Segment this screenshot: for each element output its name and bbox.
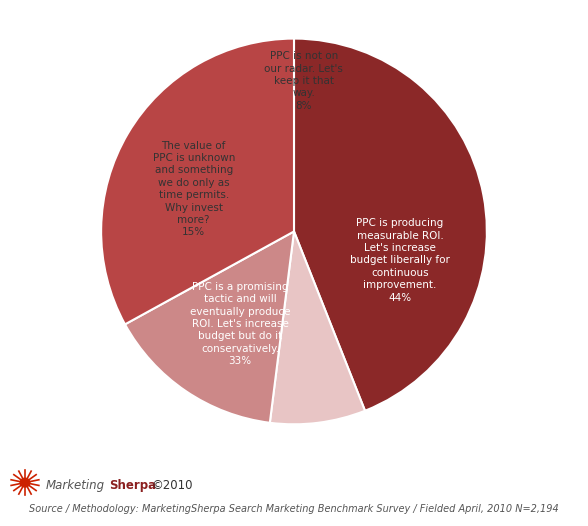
Circle shape (20, 478, 30, 487)
Wedge shape (270, 231, 365, 424)
Text: Source / Methodology: MarketingSherpa Search Marketing Benchmark Survey / Fielde: Source / Methodology: MarketingSherpa Se… (29, 504, 559, 514)
Wedge shape (101, 38, 294, 325)
Text: The value of
PPC is unknown
and something
we do only as
time permits.
Why invest: The value of PPC is unknown and somethin… (152, 140, 235, 237)
Text: ©2010: ©2010 (152, 479, 193, 492)
Text: PPC is a promising
tactic and will
eventually produce
ROI. Let's increase
budget: PPC is a promising tactic and will event… (190, 282, 290, 366)
Wedge shape (125, 231, 294, 423)
Text: PPC is producing
measurable ROI.
Let's increase
budget liberally for
continuous
: PPC is producing measurable ROI. Let's i… (350, 218, 450, 302)
Text: PPC is not on
our radar. Let's
keep it that
way.
8%: PPC is not on our radar. Let's keep it t… (264, 51, 343, 111)
Wedge shape (294, 38, 487, 411)
Text: Sherpa: Sherpa (109, 479, 156, 492)
Text: Marketing: Marketing (46, 479, 105, 492)
